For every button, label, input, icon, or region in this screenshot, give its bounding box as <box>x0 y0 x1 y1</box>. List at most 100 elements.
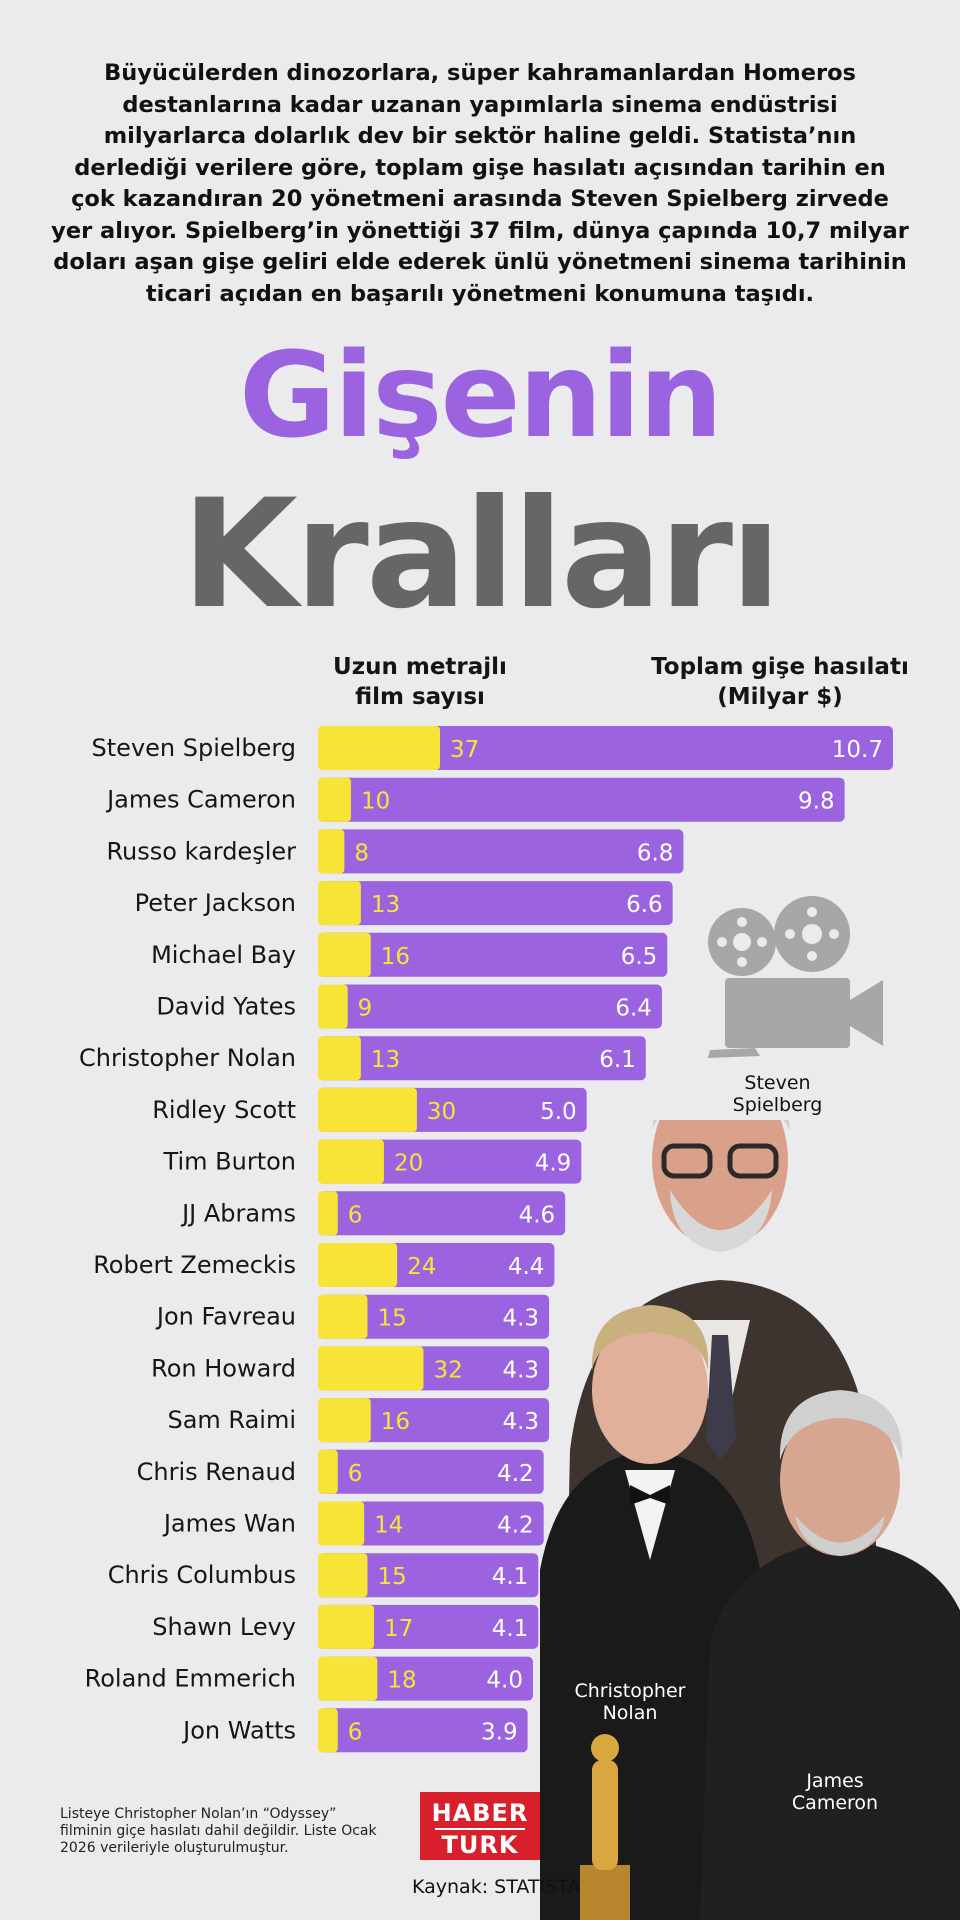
intro-paragraph: Büyücülerden dinozorlara, süper kahraman… <box>51 60 909 307</box>
film-count-label: 9 <box>358 996 373 1022</box>
footnote: Listeye Christopher Nolan’ın “Odyssey” f… <box>60 1806 377 1856</box>
gross-value-label: 9.8 <box>798 789 835 815</box>
film-count-label: 13 <box>371 1047 400 1073</box>
gross-value-label: 6.8 <box>637 840 674 866</box>
gross-value-label: 4.1 <box>492 1564 529 1590</box>
films-bar <box>318 1656 378 1701</box>
films-bar <box>318 881 361 926</box>
films-bar <box>318 1553 368 1598</box>
film-count-label: 30 <box>427 1099 456 1125</box>
film-count-label: 20 <box>394 1151 423 1177</box>
gross-value-label: 4.2 <box>497 1461 534 1487</box>
logo-line-2: TURK <box>441 1831 519 1859</box>
gross-value-label: 6.4 <box>615 996 652 1022</box>
film-count-label: 15 <box>377 1564 406 1590</box>
films-header-line-2: film sayısı <box>355 684 485 710</box>
gross-value-label: 4.3 <box>502 1409 539 1435</box>
director-name-label: Michael Bay <box>151 941 296 969</box>
films-bar <box>318 726 440 770</box>
gross-value-label: 4.6 <box>519 1202 556 1228</box>
title-line-1: Gişenin <box>238 326 723 464</box>
films-bar <box>318 1604 375 1649</box>
films-bar <box>318 1191 338 1236</box>
gross-bar <box>318 1449 544 1494</box>
gross-value-label: 4.4 <box>508 1254 545 1280</box>
film-count-label: 8 <box>354 840 369 866</box>
film-count-label: 24 <box>407 1254 436 1280</box>
film-count-label: 15 <box>377 1306 406 1332</box>
film-count-label: 13 <box>371 892 400 918</box>
gross-value-label: 6.6 <box>626 892 663 918</box>
films-bar <box>318 1087 417 1132</box>
gross-value-label: 4.3 <box>502 1306 539 1332</box>
director-name-label: Ron Howard <box>151 1354 296 1382</box>
director-name-label: JJ Abrams <box>180 1199 296 1227</box>
gross-value-label: 4.3 <box>502 1357 539 1383</box>
gross-bar <box>318 984 662 1029</box>
films-bar <box>318 1036 361 1081</box>
director-name-label: Russo kardeşler <box>106 837 296 865</box>
director-name-label: Steven Spielberg <box>92 734 296 762</box>
film-count-label: 32 <box>434 1357 463 1383</box>
caption-spielberg-line-1: Steven <box>744 1072 811 1094</box>
films-bar <box>318 1501 365 1546</box>
gross-bar <box>318 932 668 977</box>
caption-nolan-line-2: Nolan <box>602 1702 658 1724</box>
gross-bar <box>318 881 673 926</box>
director-name-label: Ridley Scott <box>152 1096 296 1124</box>
films-bar <box>318 932 371 977</box>
director-name-label: Chris Columbus <box>108 1561 296 1589</box>
caption-spielberg: Steven Spielberg <box>715 1072 840 1116</box>
film-count-label: 6 <box>348 1202 363 1228</box>
gross-value-label: 10.7 <box>832 737 883 763</box>
film-count-label: 6 <box>348 1461 363 1487</box>
gross-bar <box>318 1553 539 1598</box>
logo-line-1: HABER <box>431 1799 529 1827</box>
director-name-label: Tim Burton <box>163 1148 296 1176</box>
gross-value-label: 3.9 <box>481 1719 518 1745</box>
oscar-statuette-icon <box>580 1734 630 1920</box>
haberturk-logo: HABER TURK <box>420 1792 540 1860</box>
film-count-label: 37 <box>450 737 479 763</box>
director-name-label: Shawn Levy <box>152 1613 296 1641</box>
films-bar <box>318 1398 371 1443</box>
films-bar <box>318 777 351 822</box>
gross-bar <box>318 829 684 874</box>
film-count-label: 18 <box>387 1668 416 1694</box>
logo-rule <box>435 1828 525 1830</box>
caption-spielberg-line-2: Spielberg <box>732 1094 823 1116</box>
director-name-label: Jon Watts <box>181 1716 296 1744</box>
gross-value-label: 4.1 <box>492 1616 529 1642</box>
gross-value-label: 4.0 <box>486 1668 523 1694</box>
cameron-portrait <box>700 1390 960 1920</box>
gross-bar <box>318 1191 566 1236</box>
gross-bar <box>318 726 893 770</box>
director-name-label: James Cameron <box>105 786 296 814</box>
films-bar <box>318 1346 424 1391</box>
directors-photo <box>540 1120 960 1920</box>
films-bar <box>318 1243 398 1287</box>
director-name-label: Peter Jackson <box>135 889 296 917</box>
film-camera-icon <box>708 896 883 1058</box>
title-line-2: Kralları <box>181 468 782 642</box>
director-name-label: James Wan <box>162 1510 296 1538</box>
gross-bar <box>318 1501 544 1546</box>
films-bar <box>318 1139 384 1184</box>
director-name-label: Chris Renaud <box>137 1458 296 1486</box>
gross-bar <box>318 1398 550 1443</box>
director-name-label: David Yates <box>156 993 296 1021</box>
film-count-label: 17 <box>384 1616 413 1642</box>
gross-value-label: 6.1 <box>599 1047 636 1073</box>
caption-cameron-line-2: Cameron <box>791 1792 879 1814</box>
films-bar <box>318 984 348 1029</box>
gross-bar <box>318 1294 550 1339</box>
gross-bar <box>318 1036 646 1081</box>
caption-nolan-line-1: Christopher <box>574 1680 686 1702</box>
caption-cameron: James Cameron <box>775 1770 895 1814</box>
director-name-label: Jon Favreau <box>155 1303 296 1331</box>
film-count-label: 16 <box>381 1409 410 1435</box>
film-count-label: 14 <box>374 1513 403 1539</box>
caption-cameron-line-1: James <box>806 1770 864 1792</box>
films-bar <box>318 1449 338 1494</box>
